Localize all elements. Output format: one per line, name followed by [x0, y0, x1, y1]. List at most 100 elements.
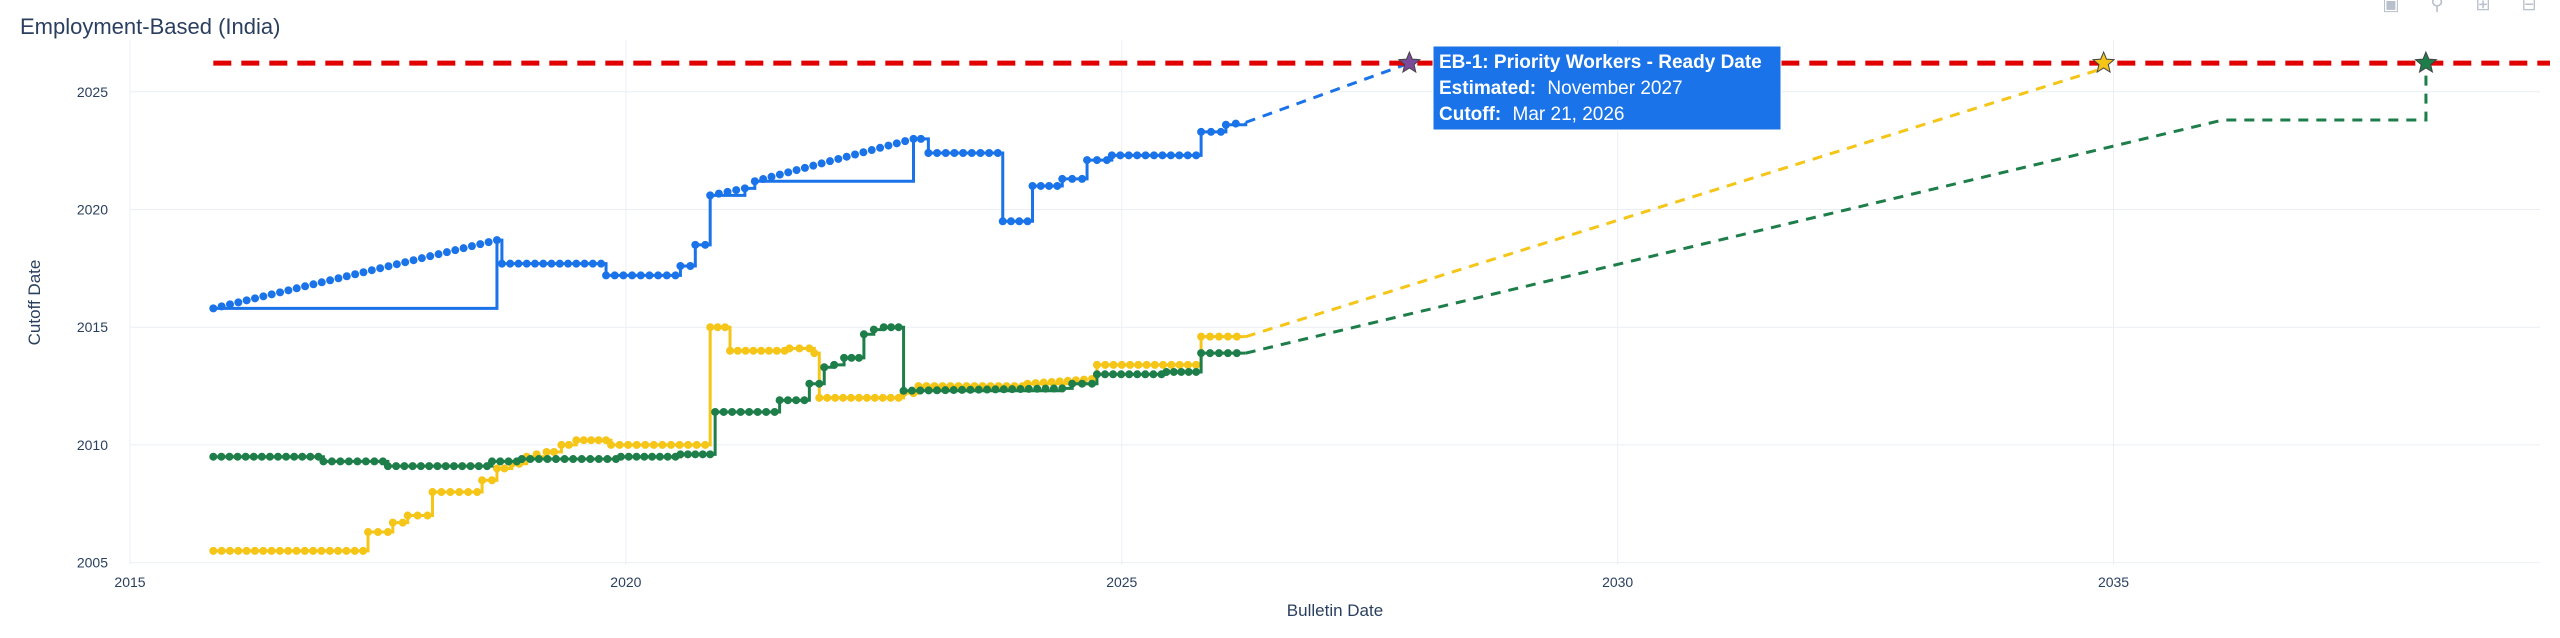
- data-point[interactable]: [539, 259, 548, 268]
- data-point[interactable]: [1134, 360, 1143, 369]
- data-point[interactable]: [932, 386, 941, 395]
- data-point[interactable]: [1232, 349, 1241, 358]
- data-point[interactable]: [815, 393, 824, 402]
- data-point[interactable]: [649, 440, 658, 449]
- data-point[interactable]: [265, 452, 274, 461]
- data-point[interactable]: [745, 407, 754, 416]
- data-point[interactable]: [500, 464, 509, 473]
- data-point[interactable]: [334, 274, 343, 283]
- data-point[interactable]: [267, 290, 276, 299]
- data-point[interactable]: [1028, 181, 1037, 190]
- data-point[interactable]: [862, 393, 871, 402]
- data-point[interactable]: [492, 236, 501, 245]
- data-point[interactable]: [1092, 370, 1101, 379]
- data-point[interactable]: [1214, 349, 1223, 358]
- data-point[interactable]: [309, 280, 318, 289]
- data-point[interactable]: [594, 455, 603, 464]
- data-point[interactable]: [628, 271, 637, 280]
- data-point[interactable]: [547, 259, 556, 268]
- data-point[interactable]: [1045, 181, 1054, 190]
- data-point[interactable]: [615, 440, 624, 449]
- data-point[interactable]: [767, 172, 776, 181]
- data-point[interactable]: [691, 240, 700, 249]
- data-point[interactable]: [242, 296, 251, 305]
- data-point[interactable]: [1158, 151, 1167, 160]
- data-point[interactable]: [594, 436, 603, 445]
- data-point[interactable]: [1169, 367, 1178, 376]
- data-point[interactable]: [484, 238, 493, 247]
- data-point[interactable]: [1068, 379, 1077, 388]
- data-point[interactable]: [610, 271, 619, 280]
- data-point[interactable]: [759, 175, 768, 184]
- data-point[interactable]: [209, 546, 218, 555]
- data-point[interactable]: [552, 455, 561, 464]
- data-point[interactable]: [933, 149, 942, 158]
- data-point[interactable]: [442, 248, 451, 257]
- data-point[interactable]: [560, 455, 569, 464]
- data-point[interactable]: [983, 385, 992, 394]
- data-point[interactable]: [1166, 151, 1175, 160]
- data-point[interactable]: [941, 149, 950, 158]
- data-point[interactable]: [859, 330, 868, 339]
- data-point[interactable]: [370, 457, 379, 466]
- ready-date-star-1[interactable]: [2091, 50, 2116, 74]
- data-point[interactable]: [1078, 379, 1087, 388]
- data-point[interactable]: [1107, 151, 1116, 160]
- data-point[interactable]: [683, 450, 692, 459]
- data-point[interactable]: [941, 386, 950, 395]
- data-point[interactable]: [924, 149, 933, 158]
- data-point[interactable]: [1162, 367, 1171, 376]
- data-point[interactable]: [383, 462, 392, 471]
- data-point[interactable]: [250, 546, 259, 555]
- data-point[interactable]: [514, 259, 523, 268]
- data-point[interactable]: [342, 546, 351, 555]
- data-point[interactable]: [526, 455, 535, 464]
- data-point[interactable]: [276, 288, 285, 297]
- data-point[interactable]: [916, 134, 925, 143]
- data-point[interactable]: [557, 440, 566, 449]
- data-point[interactable]: [437, 488, 446, 497]
- data-point[interactable]: [466, 462, 475, 471]
- data-point[interactable]: [1047, 377, 1056, 386]
- data-point[interactable]: [817, 159, 826, 168]
- data-point[interactable]: [847, 353, 856, 362]
- data-point[interactable]: [401, 258, 410, 267]
- series-line-0[interactable]: [213, 122, 1248, 310]
- data-point[interactable]: [706, 191, 715, 200]
- data-point[interactable]: [876, 143, 885, 152]
- data-point[interactable]: [267, 546, 276, 555]
- data-point[interactable]: [1142, 360, 1151, 369]
- zoom-out-icon[interactable]: ⊟: [2521, 0, 2537, 14]
- data-point[interactable]: [1223, 349, 1232, 358]
- data-point[interactable]: [373, 528, 382, 537]
- data-point[interactable]: [474, 462, 483, 471]
- data-point[interactable]: [809, 161, 818, 170]
- data-point[interactable]: [714, 189, 723, 198]
- data-point[interactable]: [805, 344, 814, 353]
- data-point[interactable]: [1175, 360, 1184, 369]
- data-point[interactable]: [719, 407, 728, 416]
- data-point[interactable]: [473, 488, 482, 497]
- data-point[interactable]: [636, 271, 645, 280]
- data-point[interactable]: [887, 323, 896, 332]
- data-point[interactable]: [616, 452, 625, 461]
- data-point[interactable]: [632, 440, 641, 449]
- data-point[interactable]: [496, 457, 505, 466]
- data-point[interactable]: [378, 457, 387, 466]
- data-point[interactable]: [455, 488, 464, 497]
- data-point[interactable]: [543, 455, 552, 464]
- data-point[interactable]: [1083, 156, 1092, 165]
- data-point[interactable]: [1024, 384, 1033, 393]
- data-point[interactable]: [344, 457, 353, 466]
- data-point[interactable]: [586, 455, 595, 464]
- data-point[interactable]: [1092, 156, 1101, 165]
- data-point[interactable]: [884, 141, 893, 150]
- data-point[interactable]: [830, 360, 839, 369]
- data-point[interactable]: [257, 452, 266, 461]
- data-point[interactable]: [403, 511, 412, 520]
- data-point[interactable]: [292, 284, 301, 293]
- data-point[interactable]: [854, 353, 863, 362]
- data-point[interactable]: [800, 396, 809, 405]
- data-point[interactable]: [572, 436, 581, 445]
